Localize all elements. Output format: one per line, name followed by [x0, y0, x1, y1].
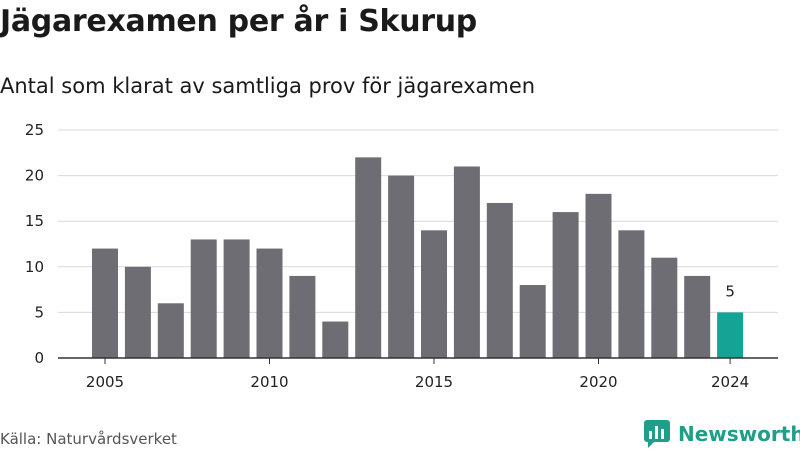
bar-2006 [124, 266, 151, 358]
bar-2021 [618, 230, 645, 358]
y-tick-label-25: 25 [25, 121, 44, 139]
x-axis-ticks: 2005 2010 2015 2020 2024 [86, 358, 749, 391]
bar-2008 [190, 239, 217, 358]
y-tick-label-15: 15 [25, 212, 44, 230]
bar-2023 [684, 275, 711, 358]
brand-name: Newsworthy [678, 422, 800, 446]
bar-2007 [157, 303, 184, 358]
y-tick-label-10: 10 [25, 258, 44, 276]
bar-2014 [388, 175, 415, 358]
bar-2024 [717, 312, 744, 358]
bar-2019 [552, 212, 579, 358]
chart-subtitle: Antal som klarat av samtliga prov för jä… [0, 74, 536, 98]
x-tick-label-2005: 2005 [86, 373, 124, 391]
bar-2020 [585, 193, 612, 358]
bar-2016 [453, 166, 480, 358]
source-note: Källa: Naturvårdsverket [0, 430, 177, 448]
bar-2005 [92, 248, 118, 358]
bar-2018 [519, 285, 546, 358]
x-tick-label-2020: 2020 [579, 373, 617, 391]
x-tick-label-2015: 2015 [415, 373, 453, 391]
y-tick-label-20: 20 [25, 167, 44, 185]
bar-2012 [322, 321, 349, 358]
brand-logo: Newsworthy [644, 420, 800, 448]
bar-2011 [289, 275, 316, 358]
bar-2013 [355, 157, 382, 358]
bar-2009 [223, 239, 250, 358]
highlight-data-label: 5 [725, 282, 735, 300]
bar-chart-logo-icon [644, 420, 670, 448]
bar-2015 [421, 230, 447, 358]
y-axis-ticks: 0 5 10 15 20 25 [25, 121, 44, 367]
x-tick-label-2010: 2010 [250, 373, 288, 391]
chart-title: Jägarexamen per år i Skurup [0, 4, 477, 39]
bar-2017 [486, 202, 513, 358]
bars [92, 157, 744, 358]
y-tick-label-5: 5 [34, 303, 44, 321]
y-tick-label-0: 0 [34, 349, 44, 367]
bar-2010 [256, 248, 283, 358]
bar-2022 [651, 257, 678, 358]
x-tick-label-2024: 2024 [711, 373, 749, 391]
